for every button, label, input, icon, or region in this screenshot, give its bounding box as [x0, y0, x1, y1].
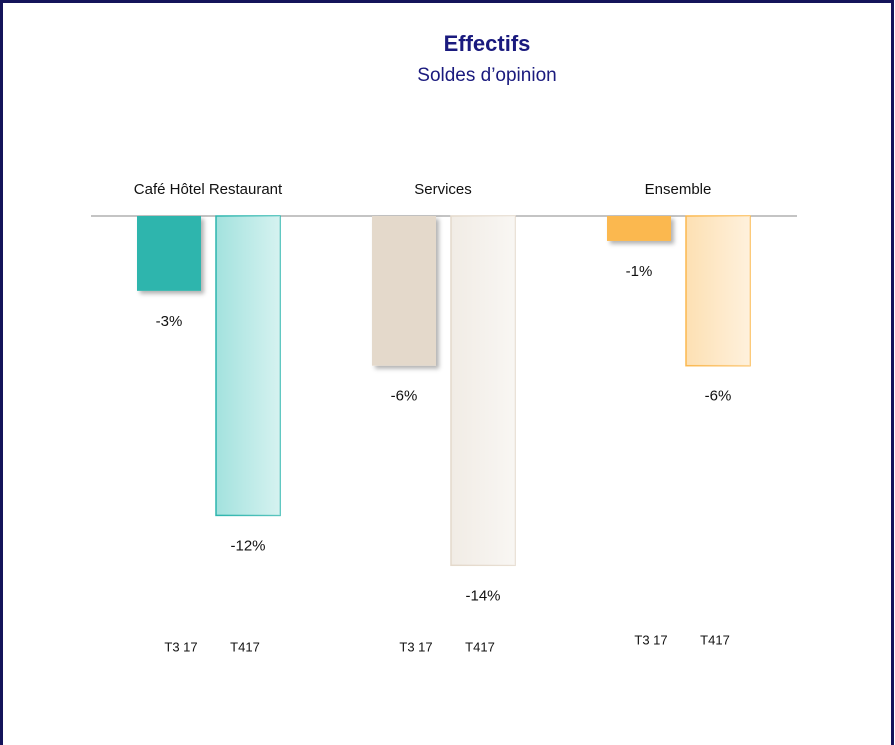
- x-tick-label: T3 17: [164, 639, 197, 654]
- category-label: Café Hôtel Restaurant: [134, 181, 283, 198]
- value-label: -14%: [465, 587, 500, 604]
- x-tick-label: T417: [465, 639, 495, 654]
- x-tick-label: T417: [230, 639, 260, 654]
- x-tick-label: T417: [700, 632, 730, 647]
- value-label: -6%: [391, 388, 418, 405]
- bar-sheen: [686, 216, 750, 366]
- category-label: Ensemble: [645, 181, 712, 198]
- category-label: Services: [414, 181, 472, 198]
- chart-subtitle: Soldes d’opinion: [417, 65, 556, 86]
- bar-sheen: [216, 216, 280, 516]
- value-label: -1%: [626, 263, 653, 280]
- x-tick-label: T3 17: [399, 639, 432, 654]
- bar: [137, 216, 201, 291]
- value-label: -6%: [705, 388, 732, 405]
- bar-sheen: [451, 216, 515, 566]
- x-tick-label: T3 17: [634, 632, 667, 647]
- value-label: -12%: [230, 537, 265, 554]
- bar: [372, 216, 436, 366]
- value-label: -3%: [156, 313, 183, 330]
- bar: [607, 216, 671, 241]
- chart-title: Effectifs: [444, 31, 531, 56]
